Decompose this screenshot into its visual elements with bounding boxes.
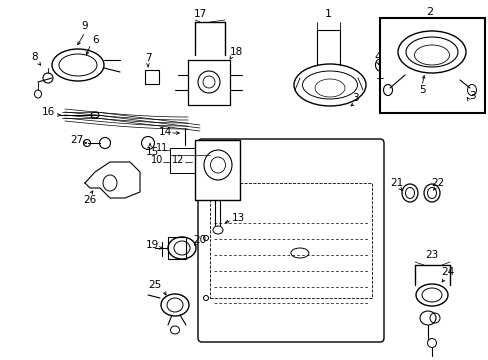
Text: 26: 26 <box>83 195 97 205</box>
Text: 20: 20 <box>193 235 206 245</box>
Bar <box>168 237 185 259</box>
Text: 21: 21 <box>389 178 403 188</box>
Bar <box>145 70 159 84</box>
Text: 15: 15 <box>145 147 158 157</box>
Text: 14: 14 <box>158 127 171 137</box>
Text: 1: 1 <box>324 9 331 19</box>
Text: 23: 23 <box>425 250 438 260</box>
Bar <box>195 140 240 200</box>
Text: 18: 18 <box>229 47 242 57</box>
Text: 25: 25 <box>148 280 162 290</box>
Bar <box>187 60 229 105</box>
Text: 17: 17 <box>193 9 206 19</box>
Bar <box>379 18 484 113</box>
Text: 3: 3 <box>351 93 358 103</box>
Bar <box>209 183 371 298</box>
Text: 11: 11 <box>156 143 168 153</box>
Text: 8: 8 <box>32 52 38 62</box>
Text: 19: 19 <box>145 240 158 250</box>
Text: 5: 5 <box>418 85 425 95</box>
Text: 10: 10 <box>151 155 163 165</box>
Text: 3: 3 <box>468 91 474 101</box>
Text: 12: 12 <box>171 155 184 165</box>
FancyBboxPatch shape <box>198 139 383 342</box>
Text: 16: 16 <box>41 107 55 117</box>
Text: 13: 13 <box>231 213 244 223</box>
Text: 22: 22 <box>430 178 444 188</box>
Text: 2: 2 <box>426 7 433 17</box>
Text: 9: 9 <box>81 21 88 31</box>
Text: 7: 7 <box>144 53 151 63</box>
Text: 6: 6 <box>93 35 99 45</box>
Text: 24: 24 <box>441 267 454 277</box>
Text: 4: 4 <box>374 52 381 62</box>
Text: 27: 27 <box>70 135 83 145</box>
Bar <box>170 148 209 173</box>
